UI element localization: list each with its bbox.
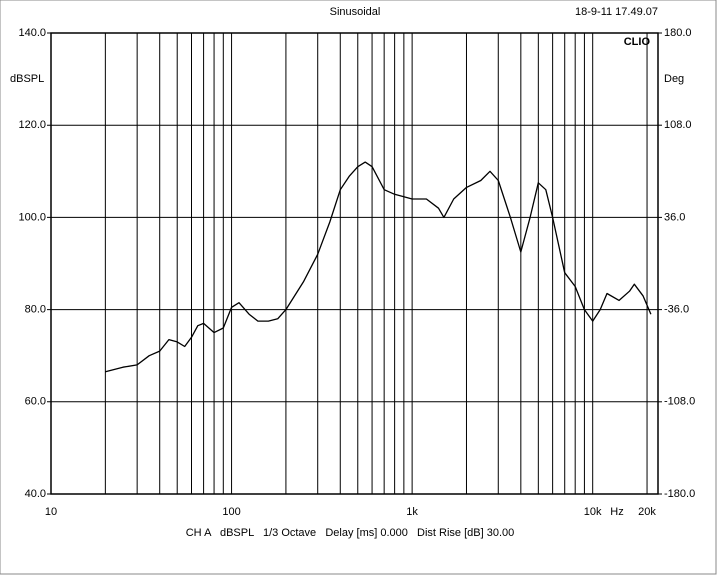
footer: CH A dBSPL 1/3 Octave Delay [ms] 0.000 D… xyxy=(186,527,515,539)
x-tick-label: 20k xyxy=(638,506,656,518)
y2-tick-label: 36.0 xyxy=(664,211,685,223)
y2-tick-label: -36.0 xyxy=(664,304,689,316)
y-tick-label: 80.0 xyxy=(25,304,46,316)
y-tick-label: 100.0 xyxy=(18,211,46,223)
x-tick-label: 10 xyxy=(45,506,57,518)
y2-tick-label: 108.0 xyxy=(664,119,692,131)
y-tick-label: 40.0 xyxy=(25,488,46,500)
y2-axis-label: Deg xyxy=(664,73,684,85)
y2-tick-label: -180.0 xyxy=(664,488,695,500)
brand: CLIO xyxy=(624,36,651,48)
chart-title: Sinusoidal xyxy=(330,6,381,18)
y2-tick-label: 180.0 xyxy=(664,27,692,39)
x-unit: Hz xyxy=(610,506,623,518)
y2-tick-label: -108.0 xyxy=(664,396,695,408)
x-tick-label: 10k xyxy=(584,506,602,518)
y-tick-label: 60.0 xyxy=(25,396,46,408)
y-tick-label: 120.0 xyxy=(18,119,46,131)
y-tick-label: 140.0 xyxy=(18,27,46,39)
timestamp: 18-9-11 17.49.07 xyxy=(575,6,658,18)
y-axis-label: dBSPL xyxy=(10,73,44,85)
x-tick-label: 100 xyxy=(222,506,240,518)
plot-border xyxy=(50,32,659,495)
response-line xyxy=(105,161,652,373)
x-tick-label: 1k xyxy=(406,506,418,518)
